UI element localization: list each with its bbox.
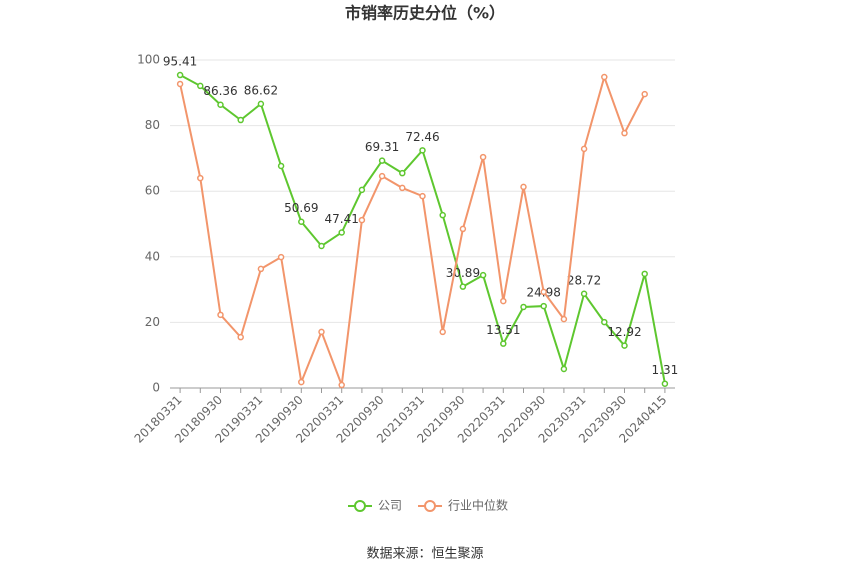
point <box>197 82 204 90</box>
point <box>500 340 507 347</box>
point <box>358 186 366 194</box>
point <box>298 378 305 386</box>
value-label: 47.41 <box>325 212 359 226</box>
value-label: 86.36 <box>203 84 237 98</box>
point <box>560 315 568 323</box>
value-label: 72.46 <box>405 130 439 144</box>
point <box>540 288 547 296</box>
point <box>176 80 184 88</box>
point <box>237 333 244 341</box>
y-tick-label: 40 <box>145 249 160 263</box>
chart-title: 市销率历史分位（%） <box>345 4 505 23</box>
point <box>277 162 285 170</box>
point <box>338 229 345 236</box>
value-label: 1.31 <box>652 363 679 377</box>
point <box>459 283 467 290</box>
point <box>399 184 406 192</box>
value-label: 28.72 <box>567 273 601 287</box>
point <box>419 147 426 154</box>
point <box>277 253 285 261</box>
source: 数据来源：恒生聚源 <box>366 547 483 562</box>
point <box>580 145 588 153</box>
legend-marker <box>424 500 437 512</box>
point <box>318 242 325 250</box>
value-label: 69.31 <box>365 140 399 154</box>
point <box>621 129 628 137</box>
point <box>439 211 446 219</box>
point <box>520 183 527 191</box>
legend-label: 公司 <box>378 499 402 513</box>
point <box>257 265 265 273</box>
point <box>560 365 568 373</box>
point <box>479 153 487 161</box>
point <box>621 342 628 349</box>
point <box>661 380 669 387</box>
value-label: 86.62 <box>244 83 278 97</box>
y-tick-label: 0 <box>152 381 160 395</box>
point <box>500 297 507 305</box>
y-tick-label: 100 <box>137 53 160 67</box>
point <box>176 71 184 79</box>
point <box>601 73 608 81</box>
point <box>641 90 648 98</box>
point <box>399 169 406 177</box>
point <box>520 303 527 311</box>
value-label: 95.41 <box>163 55 197 69</box>
point <box>580 290 588 298</box>
series-line <box>179 73 646 386</box>
value-label: 30.89 <box>446 266 480 280</box>
legend-marker <box>354 500 366 512</box>
point <box>641 270 648 278</box>
value-label: 12.92 <box>607 325 641 339</box>
y-tick-label: 20 <box>145 315 160 329</box>
point <box>298 218 305 225</box>
y-tick-label: 60 <box>145 184 160 198</box>
point <box>338 381 345 389</box>
point <box>439 328 446 336</box>
point <box>217 311 224 319</box>
legend-label: 行业中位数 <box>448 498 508 513</box>
y-tick-label: 80 <box>145 118 160 132</box>
point <box>237 116 244 124</box>
value-label: 50.69 <box>284 201 318 215</box>
point <box>217 101 224 108</box>
point <box>459 225 467 233</box>
value-label: 13.51 <box>486 323 520 337</box>
point <box>358 216 366 224</box>
point <box>479 271 487 279</box>
point <box>318 328 325 336</box>
point <box>257 100 265 108</box>
point <box>197 174 204 182</box>
point <box>419 192 426 200</box>
point <box>378 157 386 164</box>
point <box>378 172 386 180</box>
point <box>601 318 608 326</box>
point <box>540 302 547 310</box>
